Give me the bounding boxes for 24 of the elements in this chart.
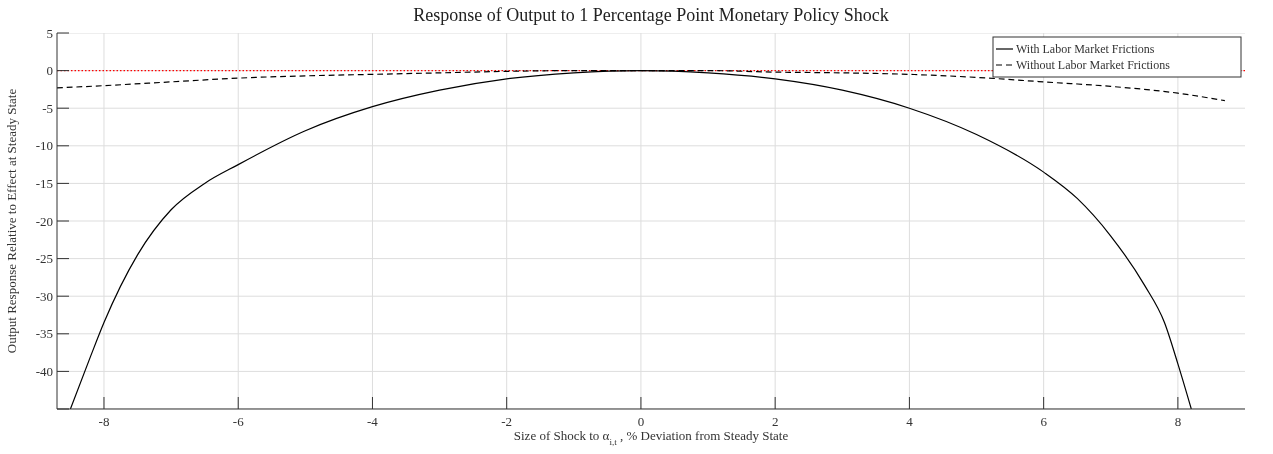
y-tick-label: -20 — [35, 213, 53, 229]
x-tick-label: 6 — [1040, 414, 1048, 429]
x-tick-label: 8 — [1174, 414, 1182, 429]
x-tick-label: 4 — [906, 414, 914, 429]
legend-label: Without Labor Market Frictions — [1016, 58, 1171, 72]
x-tick-label: -2 — [501, 414, 513, 429]
y-tick-label: -40 — [35, 363, 53, 379]
x-tick-label: -8 — [98, 414, 110, 429]
y-tick-label: -35 — [35, 326, 53, 342]
y-axis-title: Output Response Relative to Effect at Steady State — [4, 88, 19, 354]
y-tick-label: 0 — [46, 63, 53, 79]
legend-label: With Labor Market Frictions — [1016, 42, 1155, 56]
y-tick-label: -30 — [35, 288, 53, 304]
x-tick-label: -6 — [232, 414, 245, 429]
x-tick-label: 2 — [771, 414, 779, 429]
y-tick-label: 5 — [46, 25, 53, 41]
y-tick-label: -5 — [42, 100, 53, 116]
y-tick-label: -25 — [35, 251, 53, 267]
x-axis-title: Size of Shock to α$_{i,t}$, % Deviation from Steady State — [513, 428, 789, 447]
y-tick-label: -15 — [35, 175, 53, 191]
y-tick-label: -10 — [35, 138, 53, 154]
x-tick-label: 0 — [637, 414, 645, 429]
chart-title: Response of Output to 1 Percentage Point Monetary Policy Shock — [413, 5, 889, 25]
x-tick-label: -4 — [367, 414, 379, 429]
